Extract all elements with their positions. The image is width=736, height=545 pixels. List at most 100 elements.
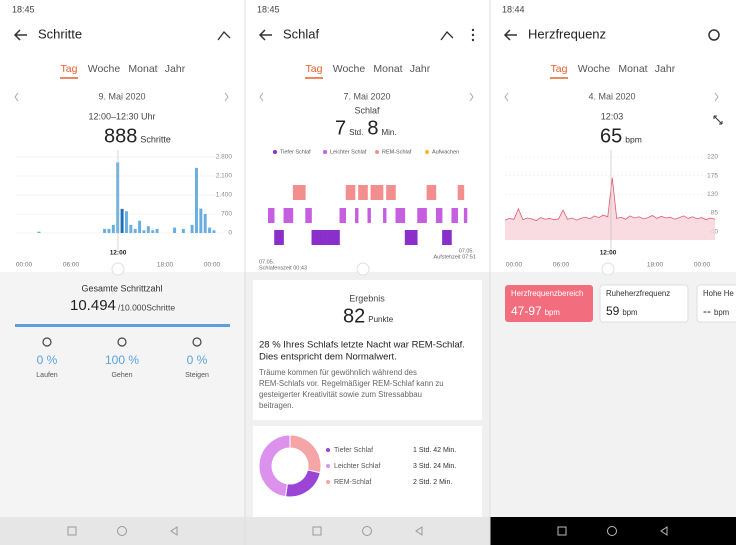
sleep-segment bbox=[367, 208, 371, 223]
share-icon[interactable] bbox=[217, 31, 231, 41]
activity-value: 100 % bbox=[105, 353, 139, 367]
card-label: Hohe He bbox=[703, 289, 734, 298]
hr-card[interactable] bbox=[599, 284, 689, 323]
step-bar bbox=[151, 230, 155, 233]
breakdown-name: REM-Schlaf bbox=[334, 479, 371, 486]
back-arrow[interactable] bbox=[503, 29, 517, 41]
nav-home[interactable] bbox=[117, 526, 127, 536]
body-text: beitragen. bbox=[259, 401, 294, 410]
step-bar bbox=[37, 231, 41, 233]
hr-card[interactable] bbox=[696, 284, 736, 323]
settings-icon[interactable] bbox=[708, 29, 720, 41]
tab[interactable]: Monat bbox=[128, 63, 157, 75]
tab[interactable]: Tag bbox=[306, 63, 323, 75]
next-arrow[interactable] bbox=[714, 92, 719, 102]
sleep-segment bbox=[317, 230, 322, 245]
menu-dot[interactable] bbox=[471, 33, 475, 37]
sleep-segment bbox=[435, 208, 440, 223]
sleep-segment bbox=[448, 230, 452, 245]
date: 4. Mai 2020 bbox=[588, 91, 635, 101]
prev-arrow[interactable] bbox=[504, 92, 509, 102]
legend-dot bbox=[326, 480, 330, 484]
nav-back[interactable] bbox=[660, 526, 668, 536]
chart-knob bbox=[601, 262, 615, 276]
sleep-segment bbox=[401, 208, 406, 223]
hr-card[interactable] bbox=[505, 285, 593, 322]
menu-dot[interactable] bbox=[471, 28, 475, 32]
nav-back[interactable] bbox=[170, 526, 178, 536]
tab[interactable]: Woche bbox=[578, 63, 611, 75]
activity-icon bbox=[42, 337, 52, 347]
next-arrow[interactable] bbox=[469, 92, 474, 102]
nav-recent[interactable] bbox=[312, 526, 322, 536]
sleep-segment bbox=[323, 230, 328, 245]
sleep-segment bbox=[411, 230, 415, 245]
minutes-unit: Min. bbox=[381, 128, 396, 137]
nav-back[interactable] bbox=[415, 526, 423, 536]
sleep-segment bbox=[429, 185, 434, 200]
step-bar bbox=[138, 220, 142, 233]
step-bar bbox=[124, 211, 128, 233]
sleep-segment bbox=[370, 185, 375, 200]
sleep-segment bbox=[398, 208, 403, 223]
tab[interactable]: Monat bbox=[618, 63, 647, 75]
legend-dot bbox=[375, 150, 379, 154]
next-arrow[interactable] bbox=[224, 92, 229, 102]
tab[interactable]: Woche bbox=[333, 63, 366, 75]
summary-label: Gesamte Schrittzahl bbox=[81, 283, 162, 293]
legend-label: Tiefer Schlaf bbox=[280, 149, 311, 155]
step-bar bbox=[181, 228, 185, 233]
sleep-segment bbox=[280, 230, 284, 245]
nav-home[interactable] bbox=[607, 526, 617, 536]
tab[interactable]: Monat bbox=[373, 63, 402, 75]
nav-bar bbox=[490, 517, 736, 545]
y-tick-label: 0 bbox=[228, 230, 232, 237]
step-bar bbox=[212, 230, 216, 233]
prev-arrow[interactable] bbox=[14, 92, 19, 102]
sleep-segment bbox=[451, 208, 455, 223]
donut-segment bbox=[258, 434, 291, 498]
screen-title: Herzfrequenz bbox=[528, 26, 606, 41]
sleep-segment bbox=[277, 230, 281, 245]
step-bar bbox=[146, 226, 150, 233]
sleep-segment bbox=[345, 185, 350, 200]
total: 10.494 bbox=[70, 297, 116, 314]
card-value: 47-97 bbox=[511, 304, 542, 318]
menu-dot[interactable] bbox=[471, 38, 475, 42]
share-icon[interactable] bbox=[440, 31, 454, 41]
nav-home[interactable] bbox=[362, 526, 372, 536]
sleep-segment bbox=[392, 185, 396, 200]
tab[interactable]: Tag bbox=[61, 63, 78, 75]
nav-recent[interactable] bbox=[557, 526, 567, 536]
sleep-segment bbox=[295, 185, 300, 200]
back-arrow[interactable] bbox=[258, 29, 272, 41]
status-time: 18:45 bbox=[257, 4, 280, 14]
date: 9. Mai 2020 bbox=[98, 91, 145, 101]
summary-bg bbox=[0, 272, 245, 517]
sleep-segment bbox=[423, 208, 427, 223]
legend-dot bbox=[273, 150, 277, 154]
sleep-segment bbox=[336, 230, 340, 245]
back-arrow[interactable] bbox=[13, 29, 27, 41]
sleep-segment bbox=[442, 230, 446, 245]
sleep-segment bbox=[271, 208, 275, 223]
score-label: Ergebnis bbox=[349, 293, 385, 303]
x-tick-label: 00:00 bbox=[16, 262, 33, 269]
step-bar bbox=[107, 228, 111, 233]
card-value: 59 bbox=[606, 304, 620, 318]
progress-bar bbox=[15, 324, 230, 327]
body-text: Träume kommen für gewöhnlich während des bbox=[259, 368, 417, 377]
tab[interactable]: Jahr bbox=[655, 63, 676, 75]
screen-title: Schlaf bbox=[283, 26, 320, 41]
tab[interactable]: Woche bbox=[88, 63, 121, 75]
step-bar bbox=[190, 224, 194, 233]
unit: Schritte bbox=[140, 134, 171, 144]
nav-recent[interactable] bbox=[67, 526, 77, 536]
expand-icon[interactable] bbox=[713, 115, 723, 125]
tab[interactable]: Jahr bbox=[165, 63, 186, 75]
tab[interactable]: Tag bbox=[551, 63, 568, 75]
prev-arrow[interactable] bbox=[259, 92, 264, 102]
headline: 28 % Ihres Schlafs letzte Nacht war REM-… bbox=[259, 340, 465, 351]
tab[interactable]: Jahr bbox=[410, 63, 431, 75]
